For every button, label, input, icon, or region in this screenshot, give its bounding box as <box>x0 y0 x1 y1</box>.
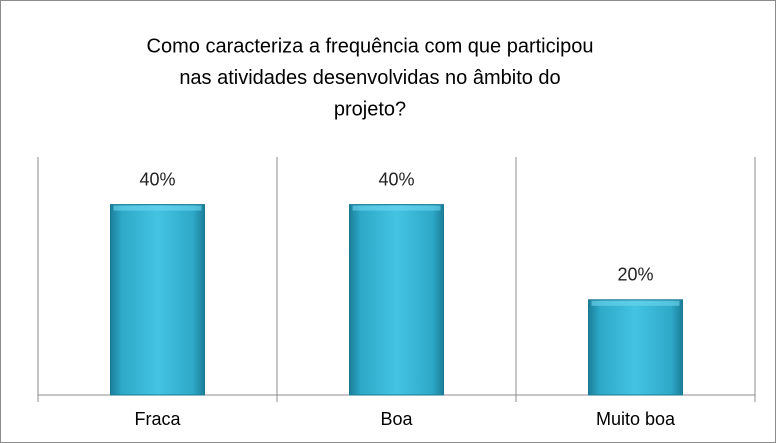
bar <box>588 299 683 396</box>
bar-highlight <box>591 300 680 306</box>
x-tick-label: Fraca <box>134 409 181 429</box>
data-label: 40% <box>139 169 175 189</box>
x-tick-label: Boa <box>380 409 413 429</box>
bar-highlight <box>352 205 441 211</box>
title-line: nas atividades desenvolvidas no âmbito d… <box>179 67 560 89</box>
chart-title: Como caracteriza a frequência com que pa… <box>147 35 594 120</box>
data-label: 20% <box>617 265 653 285</box>
bar <box>349 204 444 396</box>
title-line: projeto? <box>334 98 406 120</box>
title-line: Como caracteriza a frequência com que pa… <box>147 35 594 57</box>
bar-highlight <box>113 205 202 211</box>
data-label: 40% <box>378 169 414 189</box>
x-tick-label: Muito boa <box>596 409 676 429</box>
bar <box>110 204 205 396</box>
